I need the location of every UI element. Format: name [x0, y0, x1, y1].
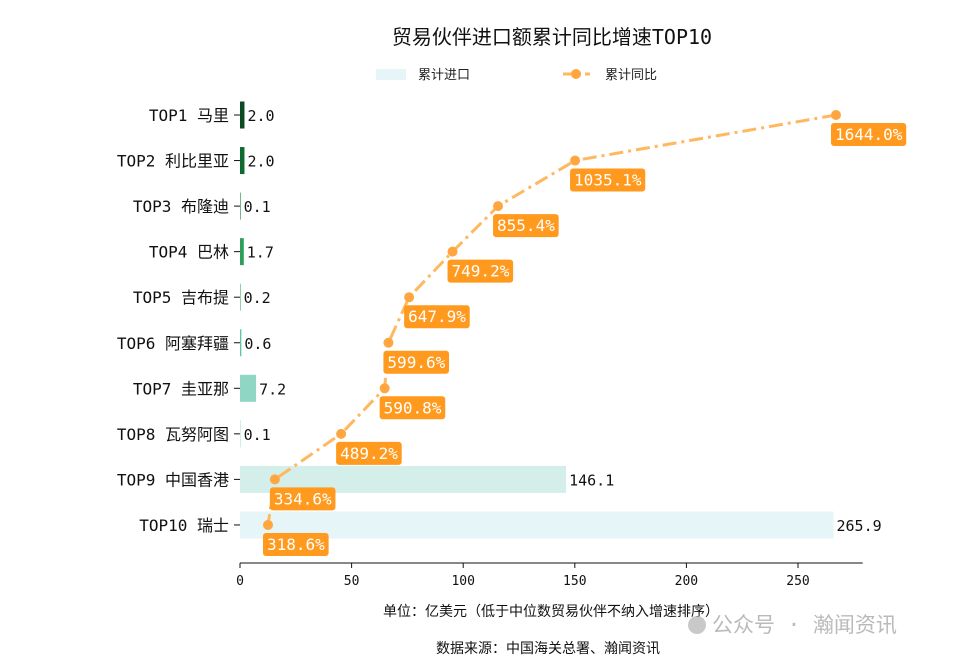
yoy-label: 1644.0%	[835, 125, 903, 144]
yoy-label: 599.6%	[387, 353, 445, 372]
y-tick-label: TOP5 吉布提	[133, 288, 229, 307]
x-tick-label: 50	[344, 574, 360, 589]
yoy-marker	[263, 519, 273, 530]
yoy-marker	[379, 383, 390, 394]
bar	[240, 192, 241, 220]
bar	[240, 374, 257, 402]
y-tick-label: TOP7 圭亚那	[133, 379, 229, 398]
yoy-label-box	[269, 487, 336, 511]
wechat-icon	[688, 616, 706, 634]
yoy-label-box	[383, 350, 450, 374]
yoy-label: 334.6%	[274, 489, 332, 508]
bar-value-label: 265.9	[836, 517, 881, 535]
yoy-label-box	[570, 168, 646, 192]
x-tick-label: 200	[675, 574, 698, 589]
y-tick-label: TOP9 中国香港	[117, 470, 229, 489]
yoy-marker	[336, 428, 347, 439]
y-tick-label: TOP8 瓦努阿图	[117, 425, 229, 444]
yoy-marker	[493, 201, 504, 212]
y-tick-label: TOP4 巴林	[149, 243, 229, 262]
yoy-label-box	[404, 305, 470, 329]
yoy-label: 1035.1%	[574, 171, 642, 190]
y-tick-label: TOP10 瑞士	[139, 516, 229, 535]
yoy-label: 855.4%	[497, 216, 555, 235]
x-tick-label: 150	[563, 574, 586, 589]
yoy-label: 318.6%	[267, 535, 325, 554]
yoy-marker	[447, 246, 458, 257]
yoy-label-box	[336, 441, 402, 465]
bar-value-label: 0.1	[244, 198, 271, 216]
yoy-label-box	[447, 259, 514, 283]
yoy-label: 749.2%	[452, 262, 510, 281]
x-axis-label: 单位：亿美元（低于中位数贸易伙伴不纳入增速排序）	[383, 604, 719, 620]
y-tick-label: TOP6 阿塞拜疆	[117, 334, 229, 353]
yoy-label-box	[379, 396, 446, 420]
bar	[240, 238, 244, 266]
bar-value-label: 0.1	[244, 426, 271, 444]
watermark: 公众号 · 瀚闻资讯	[712, 613, 897, 637]
yoy-label: 647.9%	[408, 307, 466, 326]
x-tick-label: 0	[236, 574, 244, 589]
legend-line-marker	[571, 69, 581, 79]
bar-value-label: 7.2	[259, 380, 286, 398]
yoy-label: 489.2%	[340, 444, 398, 463]
yoy-marker	[383, 337, 394, 348]
legend-line-label: 累计同比	[605, 68, 657, 83]
y-tick-label: TOP3 布隆迪	[133, 197, 229, 216]
yoy-marker	[269, 474, 280, 485]
source-note: 数据来源：中国海关总署、瀚闻资讯	[436, 641, 660, 657]
yoy-label-box	[493, 214, 559, 238]
bar	[240, 283, 241, 311]
chart-title: 贸易伙伴进口额累计同比增速TOP10	[392, 25, 712, 49]
yoy-marker	[831, 110, 841, 120]
x-tick-label: 250	[786, 574, 809, 589]
bar-value-label: 0.2	[244, 289, 271, 307]
bar	[240, 147, 245, 175]
bar-value-label: 2.0	[247, 107, 274, 125]
bar-value-label: 2.0	[247, 153, 274, 171]
bar-value-label: 146.1	[569, 471, 614, 489]
bar-value-label: 1.7	[247, 244, 274, 262]
bar	[240, 329, 242, 357]
bar	[240, 420, 241, 448]
bar	[240, 101, 245, 129]
yoy-label-box	[831, 123, 907, 146]
yoy-marker	[404, 292, 415, 303]
x-tick-label: 100	[451, 574, 474, 589]
yoy-line	[266, 113, 837, 526]
yoy-label-box	[263, 532, 329, 556]
legend-bar-swatch	[376, 69, 406, 80]
legend-bar-label: 累计进口	[418, 68, 470, 83]
y-tick-label: TOP2 利比里亚	[117, 152, 229, 171]
bar-value-label: 0.6	[244, 335, 271, 353]
y-tick-label: TOP1 马里	[149, 106, 229, 125]
yoy-marker	[570, 155, 581, 166]
yoy-label: 590.8%	[384, 398, 442, 417]
bar	[240, 511, 834, 539]
